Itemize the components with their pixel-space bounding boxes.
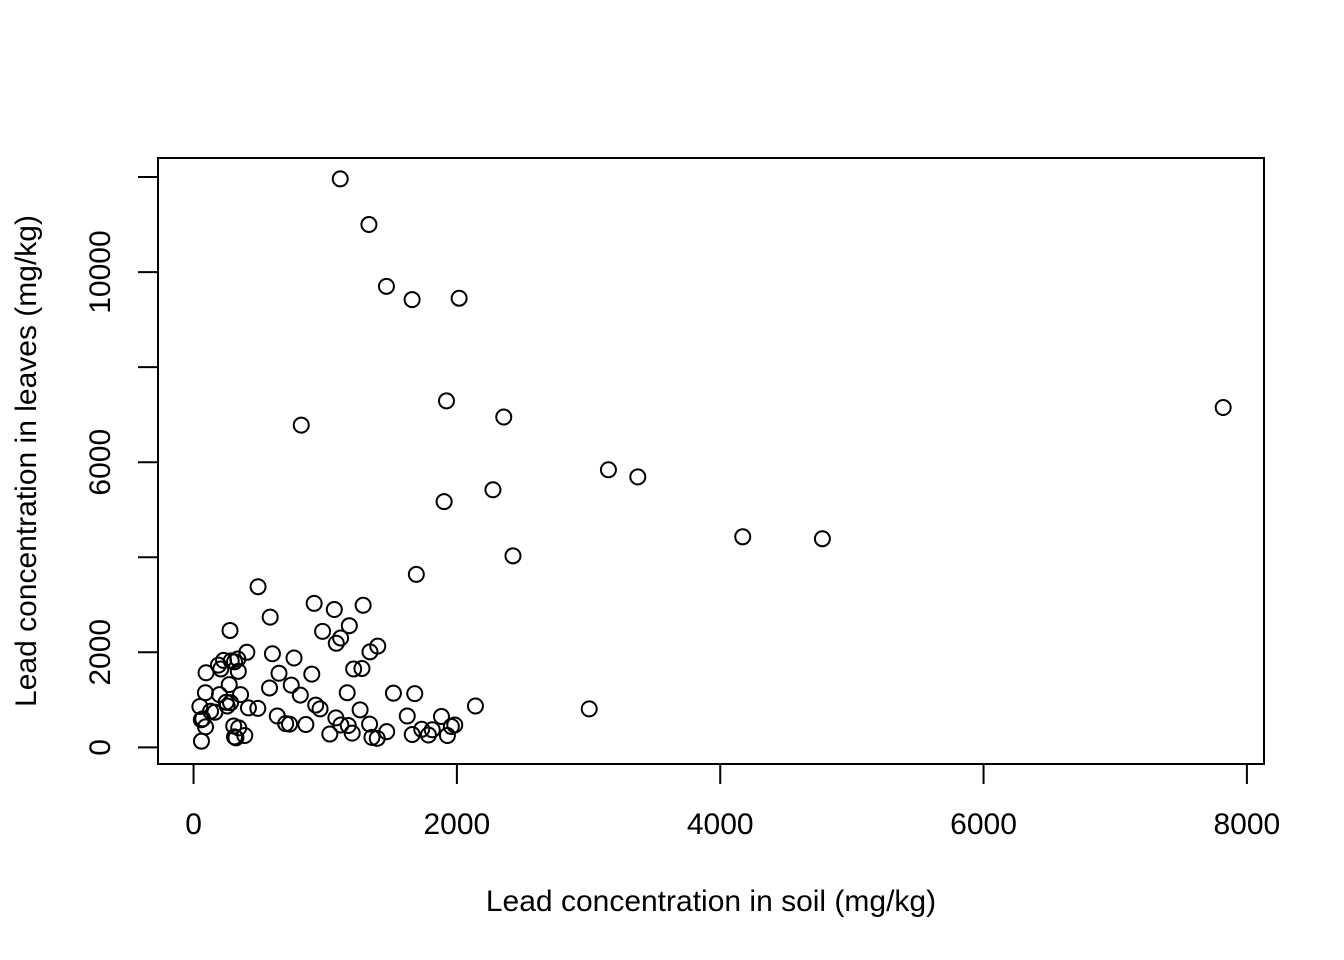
data-point [314, 622, 332, 640]
data-point [351, 701, 369, 719]
data-point [209, 656, 227, 674]
data-point [292, 416, 310, 434]
data-point [191, 697, 209, 715]
x-tick-label: 2000 [424, 808, 491, 841]
data-point [291, 686, 309, 704]
data-point [263, 645, 281, 663]
data-point [212, 660, 230, 678]
x-axis: 0 2000 4000 6000 8000 [185, 763, 1281, 841]
data-point [332, 716, 350, 734]
y-axis-title: Lead concentration in leaves (mg/kg) [10, 215, 43, 707]
data-point [196, 684, 214, 702]
data-point [398, 707, 416, 725]
data-point [377, 277, 395, 295]
data-point [305, 594, 323, 612]
data-point [343, 724, 361, 742]
data-point [307, 696, 325, 714]
y-tick-label: 10000 [84, 230, 117, 313]
data-point [580, 700, 598, 718]
data-point [270, 664, 288, 682]
data-point [340, 617, 358, 635]
data-point [311, 700, 329, 718]
data-point [629, 468, 647, 486]
data-point [345, 660, 363, 678]
x-tick-label: 4000 [687, 808, 754, 841]
x-axis-title: Lead concentration in soil (mg/kg) [486, 885, 936, 918]
data-point [435, 493, 453, 511]
data-point [225, 653, 243, 671]
data-point [442, 717, 460, 735]
data-point [437, 392, 455, 410]
x-tick-label: 8000 [1214, 808, 1281, 841]
data-point [484, 481, 502, 499]
data-point [384, 684, 402, 702]
data-point [321, 725, 339, 743]
data-point [261, 608, 279, 626]
data-point [504, 547, 522, 565]
y-axis: 0 2000 6000 10000 [84, 176, 159, 756]
y-tick-label: 0 [84, 739, 117, 756]
data-point [281, 715, 299, 733]
data-point [361, 715, 379, 733]
data-point [282, 676, 300, 694]
data-point [338, 684, 356, 702]
data-point [419, 726, 437, 744]
data-point [368, 729, 386, 747]
data-point [353, 659, 371, 677]
data-point [331, 170, 349, 188]
data-point [407, 565, 425, 583]
data-point [220, 676, 238, 694]
data-point [495, 408, 513, 426]
data-point [360, 216, 378, 234]
x-tick-label: 0 [185, 808, 202, 841]
y-tick-label: 6000 [84, 429, 117, 496]
data-point [222, 694, 240, 712]
data-point [432, 707, 450, 725]
data-point [327, 634, 345, 652]
data-point [423, 721, 441, 739]
data-point [1214, 399, 1232, 417]
data-point [192, 732, 210, 750]
data-point [221, 621, 239, 639]
data-point [239, 699, 257, 717]
data-point [466, 697, 484, 715]
data-point [403, 726, 421, 744]
data-points [191, 170, 1232, 750]
data-point [197, 664, 215, 682]
data-point [303, 665, 321, 683]
x-tick-label: 6000 [950, 808, 1017, 841]
data-point [734, 528, 752, 546]
data-point [361, 643, 379, 661]
data-point [332, 629, 350, 647]
data-point [438, 726, 456, 744]
data-point [354, 596, 372, 614]
data-point [261, 679, 279, 697]
data-point [406, 685, 424, 703]
data-point [215, 651, 233, 669]
data-point [599, 461, 617, 479]
data-point [450, 289, 468, 307]
data-point [813, 530, 831, 548]
data-point [285, 649, 303, 667]
data-point [249, 578, 267, 596]
data-point [227, 729, 245, 747]
data-point [229, 662, 247, 680]
data-point [249, 699, 267, 717]
y-tick-label: 2000 [84, 619, 117, 686]
data-point [236, 726, 254, 744]
plot-frame [157, 157, 1265, 765]
data-point [325, 601, 343, 619]
data-point [403, 291, 421, 309]
data-point [297, 716, 315, 734]
